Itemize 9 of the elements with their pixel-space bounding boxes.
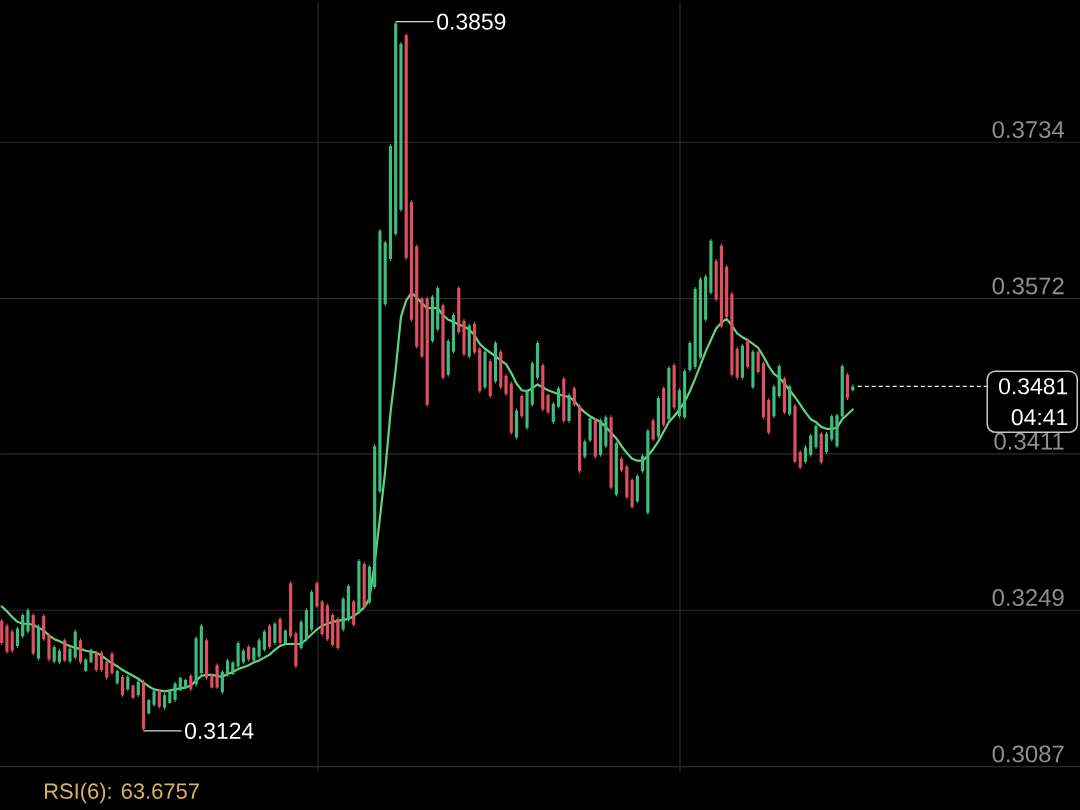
y-tick-label: 0.3411 xyxy=(994,432,1064,450)
text: RSI(6): 63.6757 xyxy=(45,782,199,804)
annotation: 0.3124 xyxy=(185,722,254,739)
y-tick-label: 0.3572 xyxy=(992,277,1064,295)
ref-line-label: 0.3481 04:41 xyxy=(999,378,1068,426)
y-tick-label: 0.3734 xyxy=(992,121,1065,139)
y-tick-label: 0.3249 xyxy=(992,589,1064,607)
y-tick-label: 0.3087 xyxy=(992,745,1064,763)
annotation: 0.3859 xyxy=(437,13,506,30)
